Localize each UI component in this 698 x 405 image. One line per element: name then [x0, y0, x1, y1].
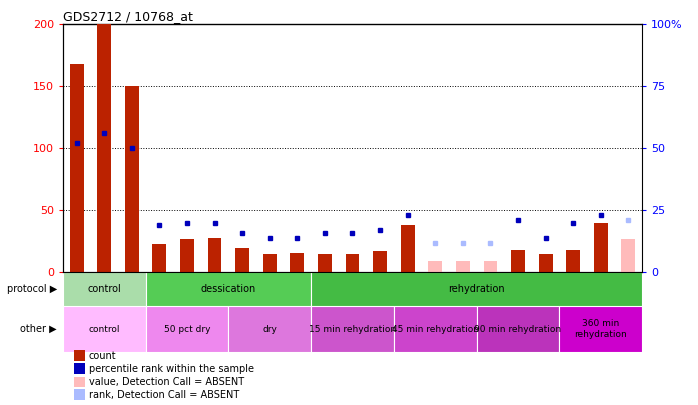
Text: other ▶: other ▶ — [20, 324, 57, 334]
Bar — [235, 247, 249, 273]
Text: 15 min rehydration: 15 min rehydration — [309, 325, 396, 334]
Text: 360 min
rehydration: 360 min rehydration — [574, 320, 628, 339]
Text: dry: dry — [262, 325, 277, 334]
Bar — [594, 223, 608, 273]
Text: 90 min rehydration: 90 min rehydration — [475, 325, 562, 334]
Bar — [484, 261, 497, 273]
Text: rank, Detection Call = ABSENT: rank, Detection Call = ABSENT — [89, 390, 239, 400]
Bar — [477, 306, 559, 352]
Bar — [97, 24, 111, 273]
Bar — [208, 238, 221, 273]
Bar — [75, 389, 85, 400]
Text: protocol ▶: protocol ▶ — [7, 284, 57, 294]
Bar — [75, 350, 85, 361]
Bar — [75, 377, 85, 387]
Bar — [228, 306, 311, 352]
Bar — [621, 239, 635, 273]
Text: dessication: dessication — [201, 284, 256, 294]
Bar — [146, 273, 311, 306]
Text: control: control — [89, 325, 120, 334]
Bar — [346, 254, 359, 273]
Bar — [539, 254, 553, 273]
Bar — [290, 253, 304, 273]
Bar — [394, 306, 477, 352]
Bar — [373, 252, 387, 273]
Bar — [429, 261, 442, 273]
Text: percentile rank within the sample: percentile rank within the sample — [89, 364, 254, 374]
Bar — [311, 306, 394, 352]
Bar — [559, 306, 642, 352]
Text: control: control — [87, 284, 121, 294]
Text: count: count — [89, 351, 117, 360]
Bar — [75, 363, 85, 374]
Bar — [180, 239, 194, 273]
Bar — [511, 250, 525, 273]
Bar — [311, 273, 642, 306]
Text: rehydration: rehydration — [448, 284, 505, 294]
Text: GDS2712 / 10768_at: GDS2712 / 10768_at — [63, 10, 193, 23]
Bar — [566, 250, 580, 273]
Bar — [125, 86, 139, 273]
Bar — [63, 273, 146, 306]
Bar — [263, 254, 276, 273]
Text: 50 pct dry: 50 pct dry — [164, 325, 210, 334]
Bar — [456, 261, 470, 273]
Bar — [70, 64, 84, 273]
Text: value, Detection Call = ABSENT: value, Detection Call = ABSENT — [89, 377, 244, 387]
Bar — [318, 254, 332, 273]
Bar — [63, 306, 146, 352]
Text: 45 min rehydration: 45 min rehydration — [392, 325, 479, 334]
Bar — [401, 225, 415, 273]
Bar — [152, 244, 166, 273]
Bar — [146, 306, 228, 352]
